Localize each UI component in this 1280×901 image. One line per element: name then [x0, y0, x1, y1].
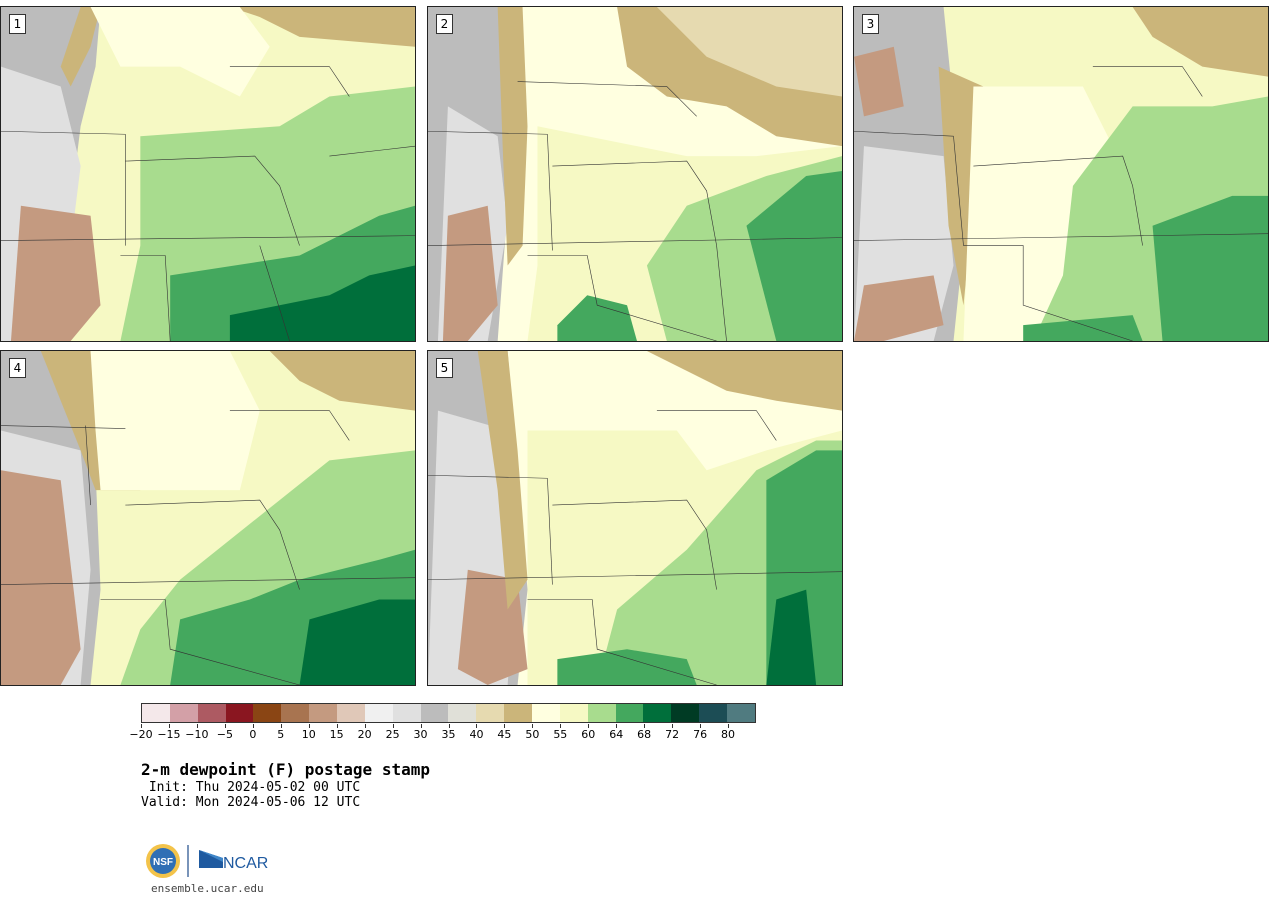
logos: NSF NCAR: [143, 842, 283, 882]
colorbar-tick-mark: [728, 724, 730, 728]
nsf-logo-text: NSF: [153, 857, 173, 868]
colorbar-tick-label: −15: [157, 728, 181, 741]
colorbar-tick-label: 55: [553, 728, 568, 741]
colorbar-swatch: [559, 704, 588, 722]
colorbar-swatch: [643, 704, 672, 722]
colorbar-tick-label: 0: [249, 728, 257, 741]
colorbar-tick-mark: [560, 724, 562, 728]
dewpoint-map-2: [428, 7, 842, 341]
colorbar-tick-label: 30: [413, 728, 428, 741]
colorbar-tick-label: −5: [216, 728, 233, 741]
colorbar-tick-mark: [168, 724, 170, 728]
colorbar-swatch: [337, 704, 365, 722]
map-panel-3: 3: [853, 6, 1269, 342]
colorbar-tick-mark: [448, 724, 450, 728]
colorbar-tick-mark: [141, 724, 142, 728]
map-panel-2: 2: [427, 6, 843, 342]
colorbar-tick-mark: [252, 724, 254, 728]
colorbar-tick-label: 50: [525, 728, 540, 741]
colorbar-tick-label: 10: [301, 728, 316, 741]
colorbar-tick-label: 25: [385, 728, 400, 741]
dewpoint-map-3: [854, 7, 1268, 341]
colorbar: [141, 703, 756, 723]
colorbar-swatch: [309, 704, 338, 722]
colorbar-tick-mark: [476, 724, 478, 728]
panel-label: 2: [436, 14, 453, 34]
colorbar-tick-label: 68: [637, 728, 652, 741]
colorbar-swatch: [420, 704, 449, 722]
colorbar-tick-mark: [672, 724, 674, 728]
colorbar-tick-label: 72: [665, 728, 680, 741]
colorbar-tick-mark: [364, 724, 366, 728]
dewpoint-map-4: [1, 351, 415, 685]
colorbar-swatch: [504, 704, 533, 722]
nsf-logo: NSF: [146, 844, 180, 878]
colorbar-swatch: [142, 704, 170, 722]
colorbar-tick-label: 60: [581, 728, 596, 741]
colorbar-swatch: [615, 704, 644, 722]
colorbar-tick-label: 5: [277, 728, 285, 741]
colorbar-swatch: [532, 704, 560, 722]
colorbar-ticks: −20 −15 −10 −5 0 5 10 15 20 25 30 35 40 45 50 55 60 64 68 7…: [129, 724, 756, 744]
ncar-logo: NCAR: [199, 850, 268, 872]
colorbar-swatch: [281, 704, 310, 722]
colorbar-tick-label: −20: [129, 728, 153, 741]
colorbar-tick-label: 80: [721, 728, 736, 741]
colorbar-swatch: [671, 704, 700, 722]
colorbar-tick-mark: [588, 724, 590, 728]
colorbar-tick-label: 45: [497, 728, 512, 741]
colorbar-swatch: [253, 704, 282, 722]
panel-label: 5: [436, 358, 453, 378]
dewpoint-map-5: [428, 351, 842, 685]
colorbar-tick-label: 40: [469, 728, 484, 741]
dewpoint-map-1: [1, 7, 415, 341]
colorbar-tick-label: 15: [329, 728, 344, 741]
colorbar-swatch: [727, 704, 755, 722]
colorbar-tick-label: 76: [693, 728, 708, 741]
ncar-logo-text: NCAR: [223, 855, 268, 872]
colorbar-tick-mark: [336, 724, 338, 728]
colorbar-tick-mark: [224, 724, 226, 728]
colorbar-tick-mark: [308, 724, 310, 728]
colorbar-tick-label: 35: [441, 728, 456, 741]
colorbar-swatch: [448, 704, 477, 722]
colorbar-tick-mark: [532, 724, 534, 728]
colorbar-swatch: [476, 704, 505, 722]
panel-label: 4: [9, 358, 26, 378]
colorbar-swatch: [699, 704, 728, 722]
colorbar-tick-mark: [392, 724, 394, 728]
figure-title: 2-m dewpoint (F) postage stamp: [141, 760, 430, 779]
colorbar-swatch: [169, 704, 198, 722]
colorbar-swatch: [225, 704, 254, 722]
map-panel-5: 5: [427, 350, 843, 686]
colorbar-tick-mark: [420, 724, 422, 728]
init-time: Init: Thu 2024-05-02 00 UTC: [141, 780, 361, 795]
map-panel-4: 4: [0, 350, 416, 686]
website-url: ensemble.ucar.edu: [151, 882, 264, 895]
colorbar-tick-mark: [700, 724, 702, 728]
colorbar-swatch: [364, 704, 393, 722]
colorbar-tick-label: −10: [185, 728, 209, 741]
colorbar-swatch: [197, 704, 226, 722]
colorbar-tick-mark: [280, 724, 282, 728]
valid-time: Valid: Mon 2024-05-06 12 UTC: [141, 795, 361, 810]
map-panel-1: 1: [0, 6, 416, 342]
colorbar-tick-mark: [644, 724, 646, 728]
colorbar-tick-mark: [616, 724, 618, 728]
colorbar-tick-mark: [196, 724, 198, 728]
colorbar-tick-label: 20: [357, 728, 372, 741]
colorbar-tick-mark: [504, 724, 506, 728]
colorbar-tick-label: 64: [609, 728, 624, 741]
panel-label: 3: [862, 14, 879, 34]
colorbar-swatch: [587, 704, 616, 722]
panel-label: 1: [9, 14, 26, 34]
colorbar-swatch: [392, 704, 421, 722]
